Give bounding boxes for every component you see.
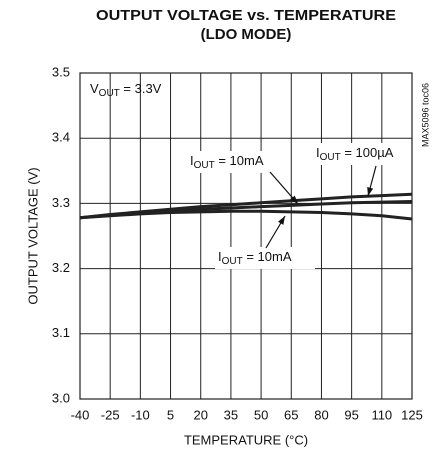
y-tick-label: 3.2: [52, 260, 70, 275]
x-tick-label: -10: [131, 407, 150, 422]
plot-frame: [79, 72, 413, 400]
arrow-head: [367, 187, 374, 196]
y-axis-label: OUTPUT VOLTAGE (V): [25, 167, 40, 304]
x-tick-label: 110: [371, 407, 392, 422]
annotation-part: V: [90, 81, 99, 96]
x-tick-label: 5: [167, 407, 174, 422]
y-tick-label: 3.0: [52, 390, 70, 405]
x-tick-label: 65: [284, 407, 298, 422]
chart-subtitle: (LDO MODE): [201, 26, 292, 43]
arrow-head: [278, 216, 285, 225]
annotation: IOUT = 10mA: [218, 249, 292, 266]
y-tick-label: 3.5: [52, 64, 70, 79]
x-tick-label: 80: [314, 407, 328, 422]
annotation-part: I: [190, 153, 194, 168]
label-bg: [313, 143, 409, 165]
annotation: VOUT = 3.3V: [90, 81, 162, 98]
annotation-part: = 3.3V: [120, 81, 162, 96]
annotation: IOUT = 10mA: [190, 153, 264, 170]
annotation-part: OUT: [194, 160, 215, 171]
annotation-part: = 100µA: [341, 145, 394, 160]
x-tick-label: 125: [401, 407, 423, 422]
x-tick-label: 95: [344, 407, 358, 422]
annotation-part: OUT: [320, 152, 341, 163]
x-tick-label: 50: [254, 407, 268, 422]
annotation-part: OUT: [99, 88, 120, 99]
x-tick-label: -25: [101, 407, 120, 422]
annotation-part: OUT: [222, 256, 243, 267]
label-bg: [215, 247, 315, 269]
x-tick-label: -40: [71, 407, 90, 422]
x-axis-label: TEMPERATURE (°C): [184, 432, 308, 447]
y-tick-label: 3.1: [52, 325, 70, 340]
annotation-part: I: [316, 145, 320, 160]
y-tick-label: 3.3: [52, 195, 70, 210]
side-note: MAX5096 toc06: [420, 83, 430, 147]
label-bg: [187, 151, 287, 173]
x-tick-label: 20: [193, 407, 207, 422]
x-tick-label: 35: [224, 407, 238, 422]
arrow-head: [290, 195, 298, 204]
annotation: IOUT = 100µA: [316, 145, 394, 162]
annotation-part: I: [218, 249, 222, 264]
annotation-part: = 10mA: [215, 153, 264, 168]
chart-title: OUTPUT VOLTAGE vs. TEMPERATURE: [96, 7, 396, 24]
y-tick-label: 3.4: [52, 130, 70, 145]
series-line: [79, 209, 413, 221]
annotation-part: = 10mA: [243, 249, 292, 264]
